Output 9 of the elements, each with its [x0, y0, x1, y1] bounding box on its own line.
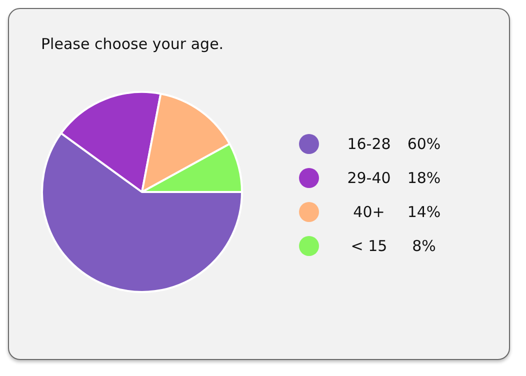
data-label: 8% [411, 237, 437, 255]
data-label: 18% [406, 169, 442, 187]
chart-title: Please choose your age. [41, 35, 224, 53]
legend-label: < 15 [350, 237, 388, 255]
legend-label: 29-40 [346, 169, 392, 187]
legend-label: 16-28 [346, 135, 392, 153]
data-label: 14% [406, 203, 442, 221]
data-label: 60% [406, 135, 442, 153]
legend-label: 40+ [352, 203, 386, 221]
